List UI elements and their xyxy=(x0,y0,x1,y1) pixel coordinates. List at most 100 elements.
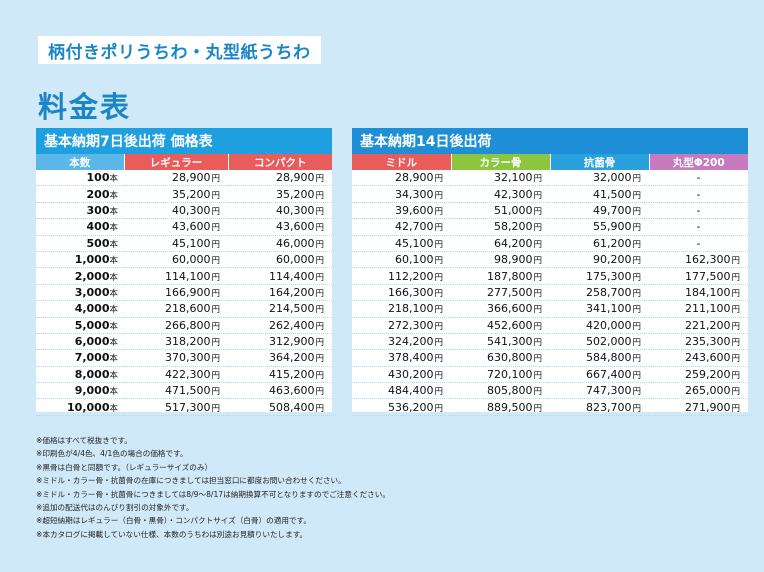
table-row: 8,000本 422,300円 415,200円 xyxy=(36,366,332,384)
quantity-cell: 200本 xyxy=(36,185,124,203)
price-value: 484,400 xyxy=(387,384,434,398)
yen-unit: 円 xyxy=(434,190,443,201)
yen-unit: 円 xyxy=(434,321,443,332)
quantity-cell: 6,000本 xyxy=(36,333,124,351)
yen-unit: 円 xyxy=(434,387,443,398)
price-cell: 378,400円 xyxy=(352,349,451,367)
price-cell: 187,800円 xyxy=(451,267,550,285)
table-row: 42,700円 58,200円 55,900円 - xyxy=(352,218,748,236)
price-cell: 536,200円 xyxy=(352,398,451,416)
yen-unit: 円 xyxy=(211,403,220,414)
price-value: 162,300 xyxy=(684,253,731,267)
price-cell: 40,300円 xyxy=(228,202,332,220)
quantity-value: 8,000 xyxy=(74,367,110,381)
quantity-cell: 3,000本 xyxy=(36,284,124,302)
yen-unit: 円 xyxy=(632,239,641,250)
yen-unit: 円 xyxy=(533,223,542,234)
yen-unit: 円 xyxy=(211,256,220,267)
yen-unit: 円 xyxy=(731,387,740,398)
price-cell: 747,300円 xyxy=(550,382,649,400)
quantity-value: 6,000 xyxy=(74,335,110,349)
price-value: 584,800 xyxy=(585,351,632,365)
price-cell: 58,200円 xyxy=(451,218,550,236)
price-cell: 366,600円 xyxy=(451,300,550,318)
yen-unit: 円 xyxy=(731,256,740,267)
price-value: 58,200 xyxy=(493,220,533,234)
price-value: 747,300 xyxy=(585,384,632,398)
price-value: 43,600 xyxy=(171,220,211,234)
price-cell: 364,200円 xyxy=(228,349,332,367)
price-value: 64,200 xyxy=(493,236,533,250)
yen-unit: 円 xyxy=(731,354,740,365)
price-cell: 28,900円 xyxy=(352,170,451,187)
price-cell: 34,300円 xyxy=(352,185,451,203)
price-value: 420,000 xyxy=(585,318,632,332)
price-value: 262,400 xyxy=(268,318,315,332)
yen-unit: 円 xyxy=(533,174,542,185)
table-row: 378,400円 630,800円 584,800円 243,600円 xyxy=(352,349,748,367)
quantity-unit: 本 xyxy=(109,256,118,267)
price-value: 415,200 xyxy=(268,367,315,381)
empty-price-mark: - xyxy=(696,187,701,201)
yen-unit: 円 xyxy=(632,321,641,332)
price-value: 318,200 xyxy=(164,335,211,349)
price-cell: 415,200円 xyxy=(228,366,332,384)
quantity-cell: 8,000本 xyxy=(36,366,124,384)
yen-unit: 円 xyxy=(434,370,443,381)
price-value: 471,500 xyxy=(164,384,211,398)
price-cell: 39,600円 xyxy=(352,202,451,220)
yen-unit: 円 xyxy=(434,305,443,316)
price-value: 35,200 xyxy=(275,187,315,201)
price-cell: 271,900円 xyxy=(649,398,748,416)
yen-unit: 円 xyxy=(211,239,220,250)
price-value: 265,000 xyxy=(684,384,731,398)
price-value: 112,200 xyxy=(387,269,434,283)
price-cell: 45,100円 xyxy=(124,235,228,252)
quantity-unit: 本 xyxy=(109,288,118,299)
yen-unit: 円 xyxy=(434,272,443,283)
price-value: 218,600 xyxy=(164,302,211,316)
price-cell: 49,700円 xyxy=(550,202,649,220)
yen-unit: 円 xyxy=(211,387,220,398)
footnote: ※追加の配送代はのんびり割引の対象外です。 xyxy=(36,503,194,513)
price-cell: 43,600円 xyxy=(228,218,332,236)
quantity-value: 3,000 xyxy=(74,285,110,299)
table-header: 基本納期14日後出荷 xyxy=(352,128,748,154)
yen-unit: 円 xyxy=(632,190,641,201)
price-cell: 112,200円 xyxy=(352,267,451,285)
price-cell: 508,400円 xyxy=(228,398,332,416)
price-cell: - xyxy=(649,170,748,187)
yen-unit: 円 xyxy=(731,403,740,414)
price-value: 259,200 xyxy=(684,367,731,381)
price-cell: 420,000円 xyxy=(550,317,649,334)
table-row: 45,100円 64,200円 61,200円 - xyxy=(352,235,748,252)
yen-unit: 円 xyxy=(315,288,324,299)
table-row: 324,200円 541,300円 502,000円 235,300円 xyxy=(352,333,748,351)
table-row: 218,100円 366,600円 341,100円 211,100円 xyxy=(352,300,748,318)
table-row: 166,300円 277,500円 258,700円 184,100円 xyxy=(352,284,748,302)
price-value: 214,500 xyxy=(268,302,315,316)
price-value: 463,600 xyxy=(268,384,315,398)
yen-unit: 円 xyxy=(315,387,324,398)
price-cell: 341,100円 xyxy=(550,300,649,318)
yen-unit: 円 xyxy=(731,272,740,283)
yen-unit: 円 xyxy=(533,190,542,201)
quantity-unit: 本 xyxy=(109,338,118,349)
price-cell: 265,000円 xyxy=(649,382,748,400)
price-cell: 221,200円 xyxy=(649,317,748,334)
price-cell: 517,300円 xyxy=(124,398,228,416)
quantity-cell: 300本 xyxy=(36,202,124,220)
yen-unit: 円 xyxy=(533,256,542,267)
quantity-value: 5,000 xyxy=(74,318,110,332)
price-value: 166,300 xyxy=(387,285,434,299)
price-value: 41,500 xyxy=(592,187,632,201)
price-value: 272,300 xyxy=(387,318,434,332)
price-value: 667,400 xyxy=(585,367,632,381)
price-table: ミドル カラー骨 抗菌骨 丸型Φ200 28,900円 32,100円 32,000円 -3… xyxy=(352,154,748,416)
quantity-unit: 本 xyxy=(109,239,118,250)
price-value: 508,400 xyxy=(268,400,315,414)
yen-unit: 円 xyxy=(434,174,443,185)
standard-delivery-price-table: 基本納期7日後出荷 価格表 本数 レギュラー コンパクト 100本 28,900円 28… xyxy=(36,128,332,416)
price-value: 32,100 xyxy=(493,171,533,185)
yen-unit: 円 xyxy=(211,338,220,349)
